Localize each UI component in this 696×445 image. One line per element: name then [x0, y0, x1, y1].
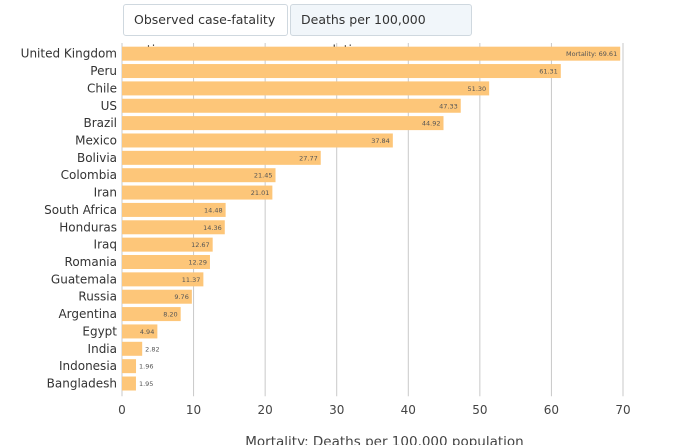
value-label-egypt: 4.94 — [140, 328, 154, 336]
bar-russia — [122, 289, 192, 304]
bar-argentina — [122, 307, 181, 322]
category-label-brazil: Brazil — [84, 116, 118, 130]
bar-south-africa — [122, 202, 226, 217]
category-label-argentina: Argentina — [58, 307, 117, 321]
x-tick-label-70: 70 — [615, 403, 630, 417]
value-label-guatemala: 11.37 — [182, 276, 201, 284]
category-label-peru: Peru — [90, 64, 117, 78]
tab-case-fatality-ratio[interactable]: Observed case-fatality ratio — [123, 4, 288, 57]
value-label-argentina: 8.20 — [163, 311, 177, 319]
category-label-united-kingdom: United Kingdom — [21, 47, 117, 61]
bar-iraq — [122, 237, 213, 252]
value-label-us: 47.33 — [439, 102, 458, 110]
value-label-united-kingdom: Mortality: 69.61 — [566, 50, 617, 58]
bar-honduras — [122, 220, 225, 235]
bar-egypt — [122, 324, 158, 339]
category-label-indonesia: Indonesia — [59, 359, 117, 373]
value-label-honduras: 14.36 — [203, 224, 222, 232]
category-label-iraq: Iraq — [94, 238, 117, 252]
bar-guatemala — [122, 272, 204, 287]
bar-indonesia — [122, 359, 137, 374]
category-label-iran: Iran — [94, 186, 117, 200]
value-label-iran: 21.01 — [251, 189, 270, 197]
bar-mexico — [122, 133, 393, 148]
x-tick-label-40: 40 — [401, 403, 416, 417]
value-label-bolivia: 27.77 — [299, 154, 318, 162]
bar-bolivia — [122, 150, 321, 165]
category-label-russia: Russia — [78, 290, 117, 304]
category-label-colombia: Colombia — [61, 168, 117, 182]
x-tick-label-30: 30 — [329, 403, 344, 417]
category-label-mexico: Mexico — [75, 133, 117, 147]
value-label-russia: 9.76 — [174, 293, 188, 301]
x-tick-label-20: 20 — [258, 403, 273, 417]
bar-india — [122, 341, 143, 356]
category-label-bangladesh: Bangladesh — [47, 377, 117, 391]
value-label-brazil: 44.92 — [422, 120, 441, 128]
bar-brazil — [122, 116, 444, 131]
value-label-bangladesh: 1.95 — [139, 380, 153, 388]
value-label-iraq: 12.67 — [191, 241, 210, 249]
bar-peru — [122, 64, 561, 79]
value-label-romania: 12.29 — [188, 259, 207, 267]
x-tick-label-50: 50 — [472, 403, 487, 417]
category-label-south-africa: South Africa — [44, 203, 117, 217]
value-label-indonesia: 1.96 — [139, 363, 153, 371]
bar-us — [122, 98, 461, 113]
value-label-chile: 51.30 — [468, 85, 487, 93]
category-label-egypt: Egypt — [82, 324, 117, 338]
bar-colombia — [122, 168, 276, 183]
bar-chile — [122, 81, 490, 96]
category-label-romania: Romania — [65, 255, 117, 269]
x-tick-label-0: 0 — [118, 403, 126, 417]
x-tick-label-60: 60 — [544, 403, 559, 417]
bar-iran — [122, 185, 273, 200]
value-label-india: 2.82 — [145, 345, 159, 353]
value-label-mexico: 37.84 — [371, 137, 390, 145]
bar-romania — [122, 255, 210, 269]
x-axis-title: Mortality: Deaths per 100,000 population — [245, 434, 523, 445]
value-label-colombia: 21.45 — [254, 172, 273, 180]
category-label-chile: Chile — [87, 81, 117, 95]
value-label-peru: 61.31 — [539, 68, 558, 76]
category-label-guatemala: Guatemala — [51, 272, 117, 286]
value-label-south-africa: 14.48 — [204, 206, 223, 214]
category-label-bolivia: Bolivia — [77, 151, 117, 165]
category-label-us: US — [101, 99, 117, 113]
bar-bangladesh — [122, 376, 136, 391]
category-label-honduras: Honduras — [59, 220, 117, 234]
x-tick-label-10: 10 — [186, 403, 201, 417]
category-label-india: India — [88, 342, 117, 356]
bar-united-kingdom — [122, 46, 621, 61]
